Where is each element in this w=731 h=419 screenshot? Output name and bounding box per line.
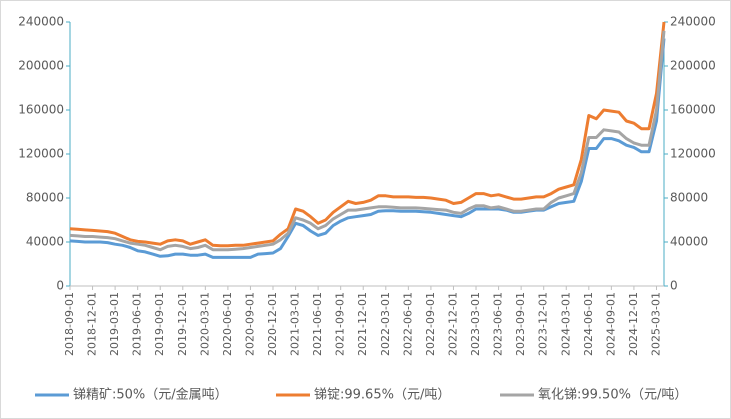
- x-tick-label: 2018-12-01: [86, 292, 99, 356]
- x-tick-label: 2024-06-01: [582, 292, 595, 356]
- x-tick-label: 2020-12-01: [266, 292, 279, 356]
- y-tick-label: 80000: [26, 191, 64, 205]
- x-tick-label: 2024-03-01: [559, 292, 572, 356]
- x-tick-label: 2019-12-01: [176, 292, 189, 356]
- y-tick-label: 200000: [18, 59, 64, 73]
- series-line: [69, 21, 666, 248]
- y2-tick-label: 80000: [670, 191, 708, 205]
- y-tick-label: 40000: [26, 235, 64, 249]
- x-tick-label: 2023-06-01: [492, 292, 505, 356]
- x-tick-label: 2020-09-01: [243, 292, 256, 356]
- x-tick-label: 2019-06-01: [131, 292, 144, 356]
- x-tick-label: 2018-09-01: [63, 292, 76, 356]
- y-tick-label: 160000: [18, 103, 64, 117]
- x-tick-label: 2022-12-01: [446, 292, 459, 356]
- x-tick-label: 2019-09-01: [153, 292, 166, 356]
- y-tick-label: 120000: [18, 147, 64, 161]
- x-tick-label: 2023-03-01: [469, 292, 482, 356]
- y2-tick-label: 200000: [670, 59, 716, 73]
- x-tick-label: 2023-09-01: [514, 292, 527, 356]
- y2-tick-label: 40000: [670, 235, 708, 249]
- y-tick-label: 0: [56, 279, 64, 293]
- x-tick-label: 2022-09-01: [424, 292, 437, 356]
- x-tick-label: 2025-03-01: [649, 292, 662, 356]
- x-tick-label: 2024-12-01: [627, 292, 640, 356]
- x-tick-label: 2021-03-01: [289, 292, 302, 356]
- x-tick-label: 2024-09-01: [604, 292, 617, 356]
- series-line: [69, 38, 666, 259]
- x-tick-label: 2021-09-01: [334, 292, 347, 356]
- y2-tick-label: 160000: [670, 103, 716, 117]
- x-tick-label: 2022-06-01: [401, 292, 414, 356]
- x-tick-label: 2020-03-01: [198, 292, 211, 356]
- legend-label: 锑锭:99.65%（元/吨）: [314, 388, 450, 403]
- x-tick-label: 2021-12-01: [356, 292, 369, 356]
- y2-tick-label: 0: [670, 279, 678, 293]
- x-tick-label: 2019-03-01: [108, 292, 121, 356]
- x-tick-label: 2023-12-01: [537, 292, 550, 356]
- legend-label: 氧化锑:99.50%（元/吨）: [538, 388, 687, 403]
- x-tick-label: 2022-03-01: [379, 292, 392, 356]
- y2-tick-label: 240000: [670, 15, 716, 29]
- legend-label: 锑精矿:50%（元/金属吨）: [73, 387, 228, 403]
- y2-tick-label: 120000: [670, 147, 716, 161]
- series-line: [69, 30, 666, 252]
- x-tick-label: 2020-06-01: [221, 292, 234, 356]
- y-tick-label: 240000: [18, 15, 64, 29]
- x-tick-label: 2021-06-01: [311, 292, 324, 356]
